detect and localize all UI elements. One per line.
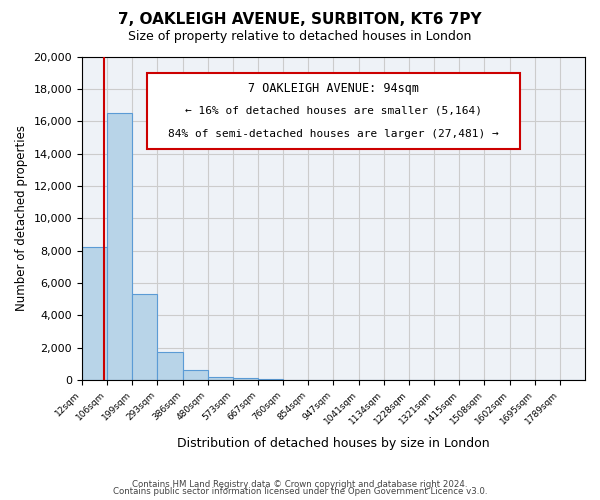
Bar: [233, 378, 258, 380]
Y-axis label: Number of detached properties: Number of detached properties: [15, 126, 28, 312]
Text: Contains public sector information licensed under the Open Government Licence v3: Contains public sector information licen…: [113, 488, 487, 496]
Text: Size of property relative to detached houses in London: Size of property relative to detached ho…: [128, 30, 472, 43]
Bar: [132, 294, 157, 380]
X-axis label: Distribution of detached houses by size in London: Distribution of detached houses by size …: [177, 437, 490, 450]
FancyBboxPatch shape: [148, 72, 520, 148]
Bar: [258, 379, 283, 380]
Bar: [157, 352, 182, 380]
Bar: [107, 113, 132, 380]
Bar: [208, 377, 233, 380]
Text: 7, OAKLEIGH AVENUE, SURBITON, KT6 7PY: 7, OAKLEIGH AVENUE, SURBITON, KT6 7PY: [118, 12, 482, 28]
Text: 7 OAKLEIGH AVENUE: 94sqm: 7 OAKLEIGH AVENUE: 94sqm: [248, 82, 419, 96]
Bar: [182, 370, 208, 380]
Text: Contains HM Land Registry data © Crown copyright and database right 2024.: Contains HM Land Registry data © Crown c…: [132, 480, 468, 489]
Text: 84% of semi-detached houses are larger (27,481) →: 84% of semi-detached houses are larger (…: [168, 129, 499, 139]
Text: ← 16% of detached houses are smaller (5,164): ← 16% of detached houses are smaller (5,…: [185, 106, 482, 116]
Bar: [82, 248, 107, 380]
